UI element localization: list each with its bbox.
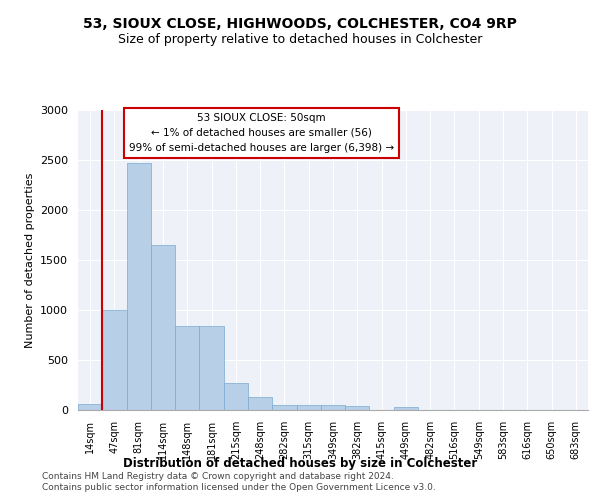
Bar <box>248 397 272 410</box>
Bar <box>345 406 370 410</box>
Bar <box>127 163 151 410</box>
Bar <box>102 310 127 410</box>
Text: Size of property relative to detached houses in Colchester: Size of property relative to detached ho… <box>118 32 482 46</box>
Text: Contains HM Land Registry data © Crown copyright and database right 2024.: Contains HM Land Registry data © Crown c… <box>42 472 394 481</box>
Bar <box>151 245 175 410</box>
Bar <box>272 404 296 410</box>
Bar <box>78 404 102 410</box>
Bar <box>199 326 224 410</box>
Text: 53 SIOUX CLOSE: 50sqm
← 1% of detached houses are smaller (56)
99% of semi-detac: 53 SIOUX CLOSE: 50sqm ← 1% of detached h… <box>129 113 394 152</box>
Bar <box>296 404 321 410</box>
Bar <box>175 326 199 410</box>
Y-axis label: Number of detached properties: Number of detached properties <box>25 172 35 348</box>
Text: 53, SIOUX CLOSE, HIGHWOODS, COLCHESTER, CO4 9RP: 53, SIOUX CLOSE, HIGHWOODS, COLCHESTER, … <box>83 18 517 32</box>
Text: Contains public sector information licensed under the Open Government Licence v3: Contains public sector information licen… <box>42 484 436 492</box>
Bar <box>224 383 248 410</box>
Text: Distribution of detached houses by size in Colchester: Distribution of detached houses by size … <box>123 458 477 470</box>
Bar <box>394 407 418 410</box>
Bar <box>321 404 345 410</box>
